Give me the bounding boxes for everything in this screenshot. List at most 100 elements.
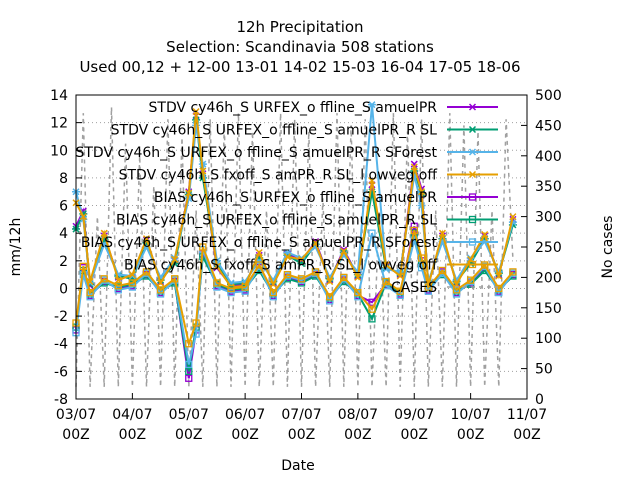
y-tick-label: 6 bbox=[59, 199, 68, 215]
data-point bbox=[185, 367, 193, 376]
legend-item: STDV cy46h_S fxoff_S amPR_R SL_l owveg o… bbox=[119, 168, 498, 184]
legend-item: BIAS cy46h_S URFEX_o ffline_S amuelPR_R … bbox=[81, 235, 498, 251]
y-tick-label: 2 bbox=[59, 254, 68, 270]
data-point bbox=[114, 282, 122, 290]
data-point bbox=[368, 177, 376, 185]
data-point bbox=[185, 374, 193, 382]
data-point bbox=[438, 229, 446, 237]
data-point bbox=[368, 315, 376, 323]
y-axis-ticks: -8 -6 -4 -2 0 2 4 6 8 10 12 14 bbox=[50, 88, 82, 408]
legend-marker bbox=[468, 170, 477, 179]
y2-tick-label: 0 bbox=[535, 392, 544, 408]
data-point bbox=[495, 272, 503, 280]
legend-label: BIAS cy46h_S URFEX_o ffline_S amuelPR_R … bbox=[81, 235, 438, 251]
data-point bbox=[417, 254, 426, 262]
y-tick-label: 4 bbox=[59, 226, 68, 242]
data-point bbox=[509, 268, 517, 276]
data-point bbox=[410, 222, 418, 230]
data-point bbox=[199, 167, 207, 175]
data-point bbox=[128, 271, 136, 279]
series-5 bbox=[72, 229, 517, 376]
legend: STDV cy46h_S URFEX_o ffline_S amuelPR STD… bbox=[75, 100, 498, 296]
data-point bbox=[382, 261, 390, 269]
data-point bbox=[128, 279, 137, 287]
legend-item: STDV cy46h_S URFEX_o ffline_S amuelPR bbox=[149, 100, 498, 116]
legend-label: BIAS cy46h_S URFEX_o ffline_S amuelPR_R … bbox=[116, 213, 437, 229]
data-point bbox=[424, 283, 432, 291]
series-line bbox=[75, 230, 514, 348]
data-point bbox=[213, 283, 221, 291]
data-point bbox=[171, 275, 179, 283]
x-tick-label: 03/07 00Z bbox=[56, 407, 96, 443]
data-point bbox=[297, 255, 306, 263]
data-point bbox=[509, 213, 517, 221]
legend-item: BIAS cy46h_S URFEX_o ffline_S amuelPR_R … bbox=[116, 213, 498, 229]
data-point bbox=[185, 189, 193, 197]
data-point bbox=[227, 288, 235, 297]
x-tick-label: 11/07 00Z bbox=[507, 407, 547, 443]
legend-label: BIAS cy46h_S fxoff_S amPR_R SL_l owveg o… bbox=[124, 258, 437, 274]
legend-item: STDV cy46h_S URFEX_o ffline_S amuelPR_R … bbox=[111, 123, 498, 139]
data-point bbox=[269, 280, 277, 288]
data-point bbox=[410, 160, 418, 168]
data-point bbox=[297, 275, 306, 283]
x-tick-label: 10/07 00Z bbox=[450, 407, 490, 443]
legend-item: STDV cy46h_S URFEX_o ffline_S amuelPR_R … bbox=[75, 145, 498, 161]
data-point bbox=[192, 319, 200, 327]
data-point bbox=[326, 293, 334, 301]
data-point bbox=[142, 268, 151, 276]
x-tick-label: 08/07 00Z bbox=[338, 407, 378, 443]
data-point bbox=[241, 287, 249, 295]
y-tick-label: 0 bbox=[59, 281, 68, 297]
data-point bbox=[227, 284, 235, 293]
data-point bbox=[410, 226, 418, 235]
data-point bbox=[100, 229, 108, 237]
y2-tick-label: 500 bbox=[535, 88, 562, 104]
y2-tick-label: 100 bbox=[535, 331, 562, 347]
data-point bbox=[79, 262, 87, 270]
data-point bbox=[156, 286, 165, 294]
data-point bbox=[354, 288, 362, 297]
y-tick-label: -4 bbox=[54, 337, 68, 353]
y2-tick-label: 400 bbox=[535, 149, 562, 165]
data-point bbox=[199, 243, 207, 251]
data-point bbox=[86, 288, 94, 297]
y-axis-label: mm/12h bbox=[8, 218, 24, 277]
x-tick-label: 07/07 00Z bbox=[281, 407, 321, 443]
data-point bbox=[481, 231, 489, 239]
y-tick-label: 12 bbox=[50, 116, 68, 132]
data-point bbox=[283, 270, 292, 279]
y2-tick-label: 150 bbox=[535, 301, 562, 317]
data-point bbox=[418, 188, 426, 196]
legend-marker bbox=[468, 238, 477, 246]
y2-axis-label: No cases bbox=[600, 216, 616, 279]
data-point bbox=[241, 283, 249, 291]
y-tick-label: -6 bbox=[54, 364, 68, 380]
data-point bbox=[311, 268, 320, 276]
legend-label: STDV cy46h_S URFEX_o ffline_S amuelPR_R … bbox=[75, 145, 437, 161]
data-point bbox=[192, 108, 200, 116]
y2-axis-ticks: 0 50 100 150 200 250 300 350 400 450 500 bbox=[521, 88, 562, 408]
y2-tick-label: 450 bbox=[535, 118, 562, 134]
x-tick-label: 04/07 00Z bbox=[112, 407, 152, 443]
legend-item: BIAS cy46h_S fxoff_S amPR_R SL_l owveg o… bbox=[124, 258, 498, 274]
data-point bbox=[100, 275, 108, 283]
data-point bbox=[368, 305, 376, 313]
legend-label: STDV cy46h_S URFEX_o ffline_S amuelPR_R … bbox=[111, 123, 438, 139]
x-tick-label: 05/07 00Z bbox=[169, 407, 209, 443]
x-axis-label: Date bbox=[281, 458, 314, 474]
data-point bbox=[79, 213, 87, 221]
data-point bbox=[396, 287, 404, 295]
x-axis-ticks: 03/07 00Z 04/07 00Z 05/07 00Z 06/07 00Z 07/07 00Z… bbox=[56, 393, 547, 443]
data-point bbox=[128, 283, 137, 291]
y2-tick-label: 50 bbox=[535, 362, 553, 378]
legend-marker bbox=[468, 103, 477, 111]
x-tick-label: 09/07 00Z bbox=[394, 407, 434, 443]
y-tick-label: 14 bbox=[50, 88, 68, 104]
data-point bbox=[368, 229, 376, 237]
data-point bbox=[157, 279, 165, 287]
legend-label: BIAS cy46h_S URFEX_o ffline_S amuelPR bbox=[154, 190, 437, 206]
y2-tick-label: 250 bbox=[535, 240, 562, 256]
legend-label: STDV cy46h_S fxoff_S amPR_R SL_l owveg o… bbox=[119, 168, 438, 184]
legend-marker bbox=[468, 260, 477, 269]
